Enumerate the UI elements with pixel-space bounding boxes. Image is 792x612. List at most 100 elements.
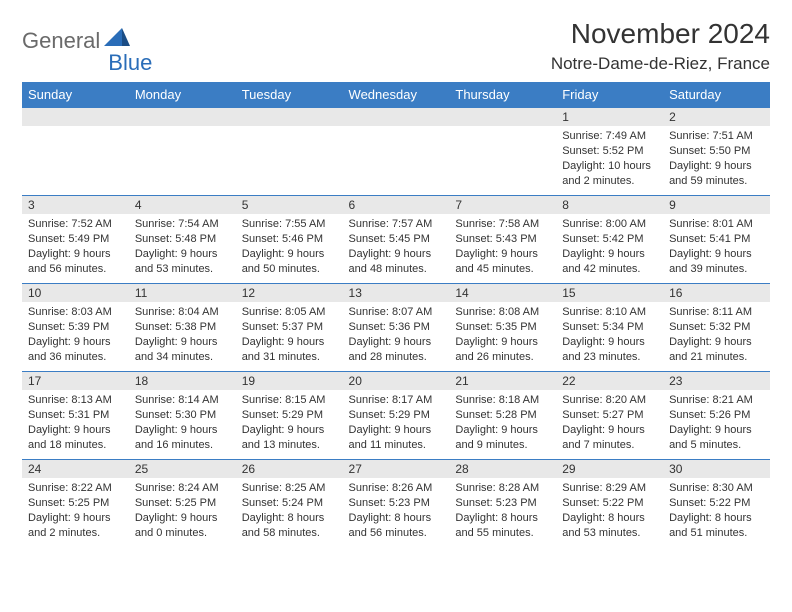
day-cell: 6Sunrise: 7:57 AMSunset: 5:45 PMDaylight… [343, 196, 450, 284]
sunset-text: Sunset: 5:49 PM [28, 232, 123, 247]
day-cell: 27Sunrise: 8:26 AMSunset: 5:23 PMDayligh… [343, 460, 450, 548]
day-number: 27 [343, 460, 450, 478]
daylight-text: Daylight: 9 hours and 56 minutes. [28, 247, 123, 277]
day-body: Sunrise: 8:15 AMSunset: 5:29 PMDaylight:… [236, 390, 343, 455]
sunrise-text: Sunrise: 8:21 AM [669, 393, 764, 408]
day-body: Sunrise: 7:55 AMSunset: 5:46 PMDaylight:… [236, 214, 343, 279]
day-body: Sunrise: 7:51 AMSunset: 5:50 PMDaylight:… [663, 126, 770, 191]
daylight-text: Daylight: 9 hours and 11 minutes. [349, 423, 444, 453]
page-header: General Blue November 2024 Notre-Dame-de… [22, 18, 770, 74]
logo-text-general: General [22, 28, 100, 54]
day-number: 10 [22, 284, 129, 302]
daylight-text: Daylight: 9 hours and 18 minutes. [28, 423, 123, 453]
day-number [22, 108, 129, 126]
daylight-text: Daylight: 8 hours and 58 minutes. [242, 511, 337, 541]
day-body [343, 126, 450, 132]
sunset-text: Sunset: 5:25 PM [28, 496, 123, 511]
day-body: Sunrise: 8:29 AMSunset: 5:22 PMDaylight:… [556, 478, 663, 543]
day-number: 29 [556, 460, 663, 478]
day-body [236, 126, 343, 132]
sunrise-text: Sunrise: 8:26 AM [349, 481, 444, 496]
day-body: Sunrise: 8:20 AMSunset: 5:27 PMDaylight:… [556, 390, 663, 455]
day-number [236, 108, 343, 126]
day-body: Sunrise: 8:11 AMSunset: 5:32 PMDaylight:… [663, 302, 770, 367]
sunset-text: Sunset: 5:43 PM [455, 232, 550, 247]
sunrise-text: Sunrise: 8:14 AM [135, 393, 230, 408]
day-cell: 9Sunrise: 8:01 AMSunset: 5:41 PMDaylight… [663, 196, 770, 284]
sunrise-text: Sunrise: 8:22 AM [28, 481, 123, 496]
day-cell: 7Sunrise: 7:58 AMSunset: 5:43 PMDaylight… [449, 196, 556, 284]
day-number: 24 [22, 460, 129, 478]
daylight-text: Daylight: 9 hours and 36 minutes. [28, 335, 123, 365]
sunrise-text: Sunrise: 7:52 AM [28, 217, 123, 232]
sunset-text: Sunset: 5:34 PM [562, 320, 657, 335]
sunset-text: Sunset: 5:38 PM [135, 320, 230, 335]
daylight-text: Daylight: 9 hours and 50 minutes. [242, 247, 337, 277]
day-number: 8 [556, 196, 663, 214]
daylight-text: Daylight: 9 hours and 2 minutes. [28, 511, 123, 541]
month-title: November 2024 [551, 18, 770, 50]
day-cell: 15Sunrise: 8:10 AMSunset: 5:34 PMDayligh… [556, 284, 663, 372]
day-cell: 25Sunrise: 8:24 AMSunset: 5:25 PMDayligh… [129, 460, 236, 548]
daylight-text: Daylight: 9 hours and 48 minutes. [349, 247, 444, 277]
day-body: Sunrise: 8:03 AMSunset: 5:39 PMDaylight:… [22, 302, 129, 367]
day-header: Thursday [449, 82, 556, 108]
title-block: November 2024 Notre-Dame-de-Riez, France [551, 18, 770, 74]
day-number: 6 [343, 196, 450, 214]
sunrise-text: Sunrise: 8:30 AM [669, 481, 764, 496]
day-cell [129, 108, 236, 196]
sunrise-text: Sunrise: 8:08 AM [455, 305, 550, 320]
sunrise-text: Sunrise: 8:29 AM [562, 481, 657, 496]
day-body: Sunrise: 8:28 AMSunset: 5:23 PMDaylight:… [449, 478, 556, 543]
day-cell: 23Sunrise: 8:21 AMSunset: 5:26 PMDayligh… [663, 372, 770, 460]
day-number: 11 [129, 284, 236, 302]
sunrise-text: Sunrise: 8:00 AM [562, 217, 657, 232]
sunset-text: Sunset: 5:50 PM [669, 144, 764, 159]
daylight-text: Daylight: 9 hours and 42 minutes. [562, 247, 657, 277]
daylight-text: Daylight: 9 hours and 31 minutes. [242, 335, 337, 365]
day-number [343, 108, 450, 126]
sunset-text: Sunset: 5:37 PM [242, 320, 337, 335]
day-body: Sunrise: 8:26 AMSunset: 5:23 PMDaylight:… [343, 478, 450, 543]
day-number: 2 [663, 108, 770, 126]
sunset-text: Sunset: 5:45 PM [349, 232, 444, 247]
daylight-text: Daylight: 9 hours and 16 minutes. [135, 423, 230, 453]
daylight-text: Daylight: 9 hours and 39 minutes. [669, 247, 764, 277]
day-cell: 2Sunrise: 7:51 AMSunset: 5:50 PMDaylight… [663, 108, 770, 196]
day-body: Sunrise: 8:04 AMSunset: 5:38 PMDaylight:… [129, 302, 236, 367]
day-number: 14 [449, 284, 556, 302]
day-number: 23 [663, 372, 770, 390]
day-body: Sunrise: 8:22 AMSunset: 5:25 PMDaylight:… [22, 478, 129, 543]
sunset-text: Sunset: 5:28 PM [455, 408, 550, 423]
day-body: Sunrise: 8:00 AMSunset: 5:42 PMDaylight:… [556, 214, 663, 279]
sunset-text: Sunset: 5:39 PM [28, 320, 123, 335]
daylight-text: Daylight: 8 hours and 51 minutes. [669, 511, 764, 541]
sunset-text: Sunset: 5:32 PM [669, 320, 764, 335]
day-number: 30 [663, 460, 770, 478]
day-number: 22 [556, 372, 663, 390]
day-number: 28 [449, 460, 556, 478]
daylight-text: Daylight: 8 hours and 55 minutes. [455, 511, 550, 541]
day-number: 16 [663, 284, 770, 302]
day-body: Sunrise: 7:57 AMSunset: 5:45 PMDaylight:… [343, 214, 450, 279]
sunrise-text: Sunrise: 7:54 AM [135, 217, 230, 232]
day-body: Sunrise: 8:30 AMSunset: 5:22 PMDaylight:… [663, 478, 770, 543]
sunrise-text: Sunrise: 8:15 AM [242, 393, 337, 408]
day-cell: 16Sunrise: 8:11 AMSunset: 5:32 PMDayligh… [663, 284, 770, 372]
day-cell: 19Sunrise: 8:15 AMSunset: 5:29 PMDayligh… [236, 372, 343, 460]
day-cell [236, 108, 343, 196]
sunset-text: Sunset: 5:22 PM [669, 496, 764, 511]
daylight-text: Daylight: 9 hours and 0 minutes. [135, 511, 230, 541]
day-cell: 20Sunrise: 8:17 AMSunset: 5:29 PMDayligh… [343, 372, 450, 460]
logo: General Blue [22, 18, 152, 64]
daylight-text: Daylight: 9 hours and 23 minutes. [562, 335, 657, 365]
sunrise-text: Sunrise: 8:01 AM [669, 217, 764, 232]
day-body: Sunrise: 8:14 AMSunset: 5:30 PMDaylight:… [129, 390, 236, 455]
day-cell: 8Sunrise: 8:00 AMSunset: 5:42 PMDaylight… [556, 196, 663, 284]
sunset-text: Sunset: 5:29 PM [242, 408, 337, 423]
day-body: Sunrise: 7:49 AMSunset: 5:52 PMDaylight:… [556, 126, 663, 191]
sunrise-text: Sunrise: 8:04 AM [135, 305, 230, 320]
day-header: Monday [129, 82, 236, 108]
sunset-text: Sunset: 5:46 PM [242, 232, 337, 247]
day-number: 1 [556, 108, 663, 126]
